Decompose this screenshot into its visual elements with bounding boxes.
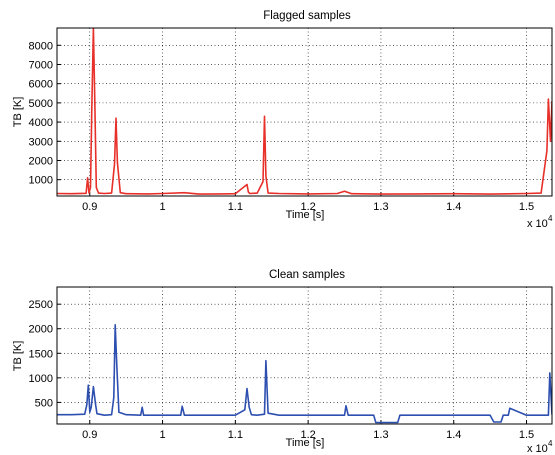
x-tick-label: 1.4 — [446, 429, 461, 441]
plot-frame — [56, 27, 553, 197]
y-tick-label: 4000 — [29, 117, 53, 129]
x-tick-labels: 0.9 1 1.1 1.2 1.3 1.4 1.5 — [82, 429, 534, 441]
x-tick-labels: 0.9 1 1.1 1.2 1.3 1.4 1.5 — [82, 201, 534, 213]
x-multiplier: x 10 — [527, 443, 548, 455]
x-tick-label: 1 — [159, 201, 165, 213]
x-tick-label: 1.2 — [300, 429, 315, 441]
y-gridlines — [57, 44, 552, 181]
y-tick-label: 2500 — [29, 299, 53, 311]
x-tick-label: 1.1 — [228, 201, 243, 213]
x-axis-label: Time [s] — [286, 437, 325, 449]
x-tick-label: 0.9 — [82, 429, 97, 441]
x-tick-label: 1.2 — [300, 201, 315, 213]
y-tick-label: 2000 — [29, 324, 53, 336]
x-gridlines — [89, 287, 528, 424]
x-exponent: 4 — [548, 214, 553, 223]
panel-clean-samples: Clean samples 500 1000 1500 2000 2500 0.9 1 1.… — [12, 269, 553, 455]
y-gridlines — [57, 303, 552, 403]
y-tick-label: 500 — [35, 397, 53, 409]
series-line — [57, 28, 552, 195]
chart-title: Flagged samples — [263, 10, 351, 22]
x-tick-label: 1.5 — [519, 201, 534, 213]
plot-frame — [56, 286, 553, 425]
y-tick-labels: 1000 2000 3000 4000 5000 6000 7000 8000 — [29, 40, 53, 186]
x-axis-label: Time [s] — [286, 209, 325, 221]
y-tick-label: 8000 — [29, 40, 53, 52]
x-tick-label: 1.3 — [373, 201, 388, 213]
x-tick-label: 1 — [159, 429, 165, 441]
x-tick-label: 1.3 — [373, 429, 388, 441]
y-tick-labels: 500 1000 1500 2000 2500 — [29, 299, 53, 409]
x-tick-label: 1.4 — [446, 201, 461, 213]
series-layer — [57, 323, 552, 424]
y-tick-label: 1000 — [29, 175, 53, 187]
x-gridlines — [89, 28, 528, 196]
y-tick-label: 7000 — [29, 59, 53, 71]
x-tick-label: 1.5 — [519, 429, 534, 441]
y-tick-label: 1000 — [29, 373, 53, 385]
x-exponent: 4 — [548, 439, 553, 448]
y-tick-label: 2000 — [29, 155, 53, 167]
x-multiplier: x 10 — [527, 218, 548, 230]
y-tick-label: 5000 — [29, 98, 53, 110]
y-tick-label: 6000 — [29, 79, 53, 91]
y-axis-label: TB [K] — [12, 97, 24, 128]
y-tick-label: 3000 — [29, 136, 53, 148]
y-axis-label: TB [K] — [12, 341, 24, 372]
x-tick-label: 1.1 — [228, 429, 243, 441]
y-tick-label: 1500 — [29, 348, 53, 360]
x-tick-label: 0.9 — [82, 201, 97, 213]
chart-title: Clean samples — [269, 269, 345, 281]
panel-flagged-samples: Flagged samples 1000 2000 3000 4000 5000 6000… — [12, 10, 553, 230]
series-layer — [57, 28, 552, 195]
series-line — [57, 323, 552, 424]
